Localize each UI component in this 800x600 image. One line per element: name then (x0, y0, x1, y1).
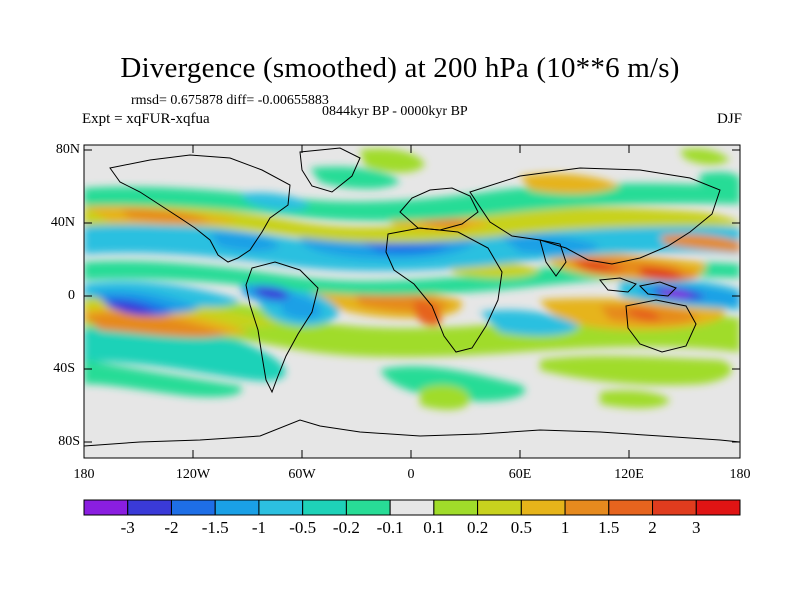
lat-label-40s: 40S (53, 361, 75, 376)
colorbar-swatch (608, 499, 654, 516)
lat-label-40n: 40N (50, 215, 75, 230)
lon-tick-marks (83, 145, 741, 458)
lon-label-60e: 60E (508, 467, 532, 482)
colorbar-swatch (520, 499, 566, 516)
lat-label-0: 0 (68, 288, 75, 303)
map-frame (83, 144, 741, 459)
lon-label-120w: 120W (175, 467, 211, 482)
colorbar-label: -0.5 (289, 518, 317, 537)
period-label: 0844kyr BP - 0000kyr BP (322, 104, 468, 119)
lon-label-120e: 120E (614, 467, 644, 482)
colorbar-swatch (389, 499, 435, 516)
colorbar-swatch (302, 499, 347, 516)
lon-label-180e: 180 (729, 467, 751, 482)
colorbar-swatch (214, 499, 260, 516)
season-label: DJF (716, 111, 742, 127)
stats-label: rmsd= 0.675878 diff= -0.00655883 (131, 93, 329, 108)
colorbar-swatch (695, 499, 741, 516)
colorbar-swatch (345, 499, 391, 516)
colorbar-label: -1.5 (201, 518, 229, 537)
colorbar-label: 3 (692, 518, 701, 537)
lat-tick-marks (84, 149, 740, 443)
lat-label-80s: 80S (58, 434, 80, 449)
colorbar-label: 0.2 (466, 518, 489, 537)
lon-label-60w: 60W (288, 467, 316, 482)
colorbar-label: 0.1 (423, 518, 445, 537)
colorbar-label: 2 (648, 518, 657, 537)
colorbar-label: -1 (251, 518, 266, 537)
colorbar-label: -2 (164, 518, 179, 537)
lon-label-0: 0 (407, 467, 415, 482)
experiment-label: Expt = xqFUR-xqfua (82, 111, 210, 127)
colorbar-swatch (433, 499, 479, 516)
lon-label-180w: 180 (73, 467, 95, 482)
colorbar-label: 1 (560, 518, 570, 537)
colorbar-swatch (652, 499, 697, 516)
colorbar-label: 0.5 (510, 518, 532, 537)
divergence-field (84, 147, 740, 447)
colorbar-label: 1.5 (598, 518, 620, 537)
colorbar-swatch (477, 499, 522, 516)
colorbar (83, 499, 741, 516)
colorbar-swatch (170, 499, 216, 516)
colorbar-swatch (564, 499, 610, 516)
colorbar-label: -3 (120, 518, 135, 537)
coastlines (84, 147, 740, 447)
colorbar-swatch (83, 499, 129, 516)
map-title: Divergence (smoothed) at 200 hPa (10**6 … (120, 52, 680, 84)
colorbar-label: -0.1 (376, 518, 404, 537)
colorbar-label: -0.2 (332, 518, 360, 537)
colorbar-swatch (258, 499, 304, 516)
colorbar-swatch (127, 499, 172, 516)
lat-label-80n: 80N (55, 142, 80, 157)
